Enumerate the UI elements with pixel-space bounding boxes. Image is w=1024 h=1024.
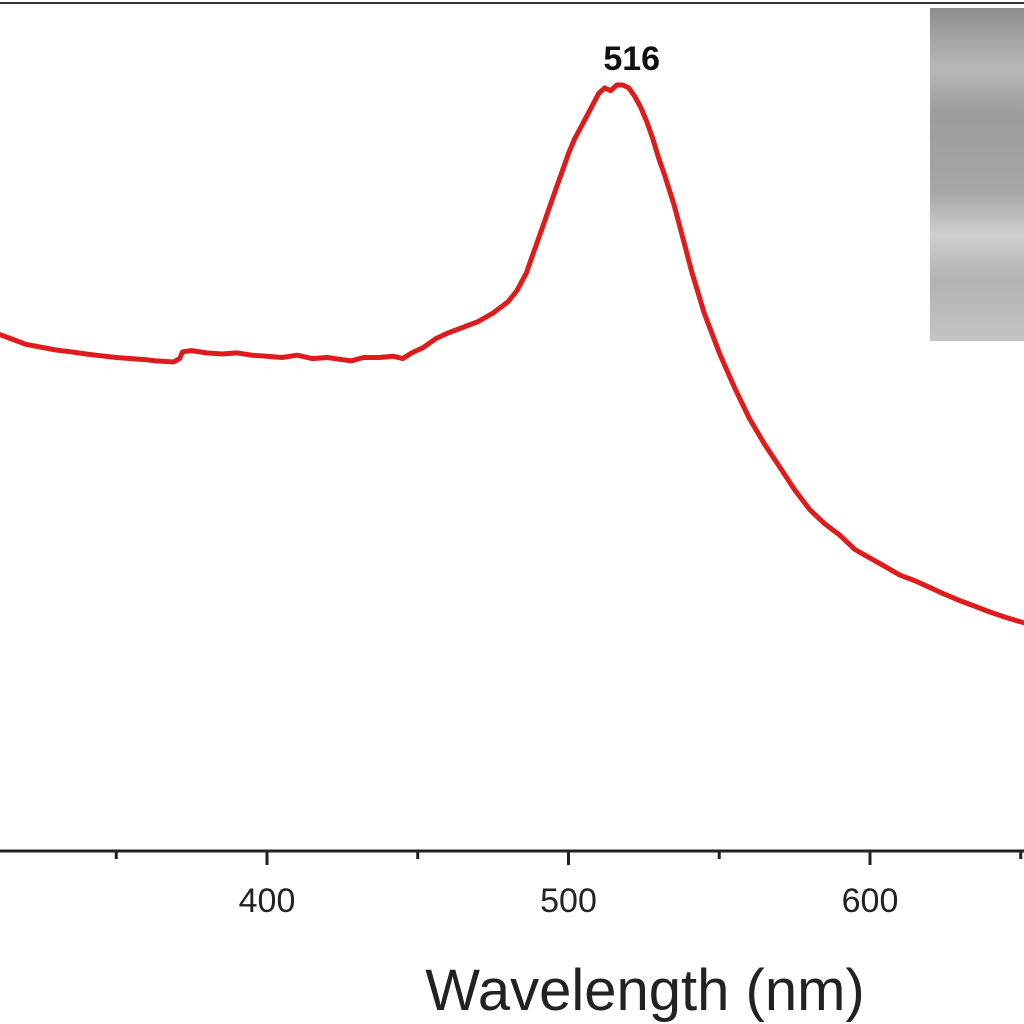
x-tick-label-500: 500	[540, 882, 597, 920]
x-tick-labels: 300400500600	[239, 882, 899, 920]
x-tick-label-600: 600	[842, 882, 899, 920]
x-axis-title: Wavelength (nm)	[425, 958, 864, 1023]
series-line	[0, 82, 1024, 626]
peak-label: 516	[603, 40, 660, 78]
x-tick-label-400: 400	[239, 882, 296, 920]
x-ticks	[114, 851, 1023, 865]
inset-image	[930, 8, 1024, 341]
